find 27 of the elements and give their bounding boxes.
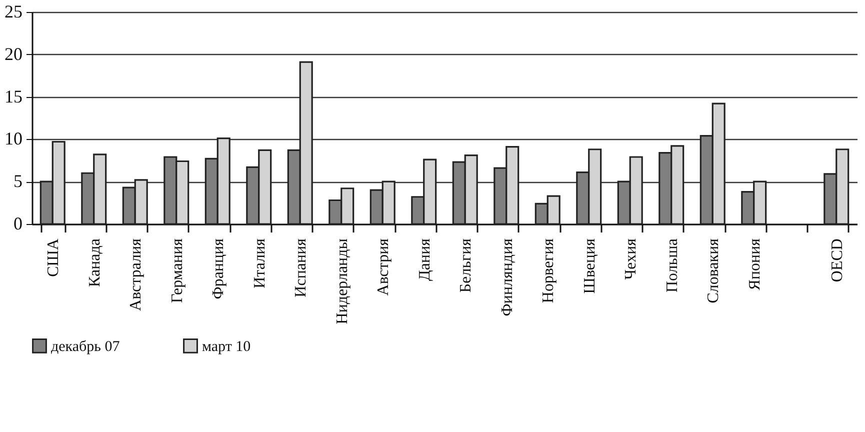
y-tick-label: 25 [4,2,22,22]
x-tick-label: Япония [746,238,764,290]
x-tick-label: Канада [86,238,104,287]
legend-label: март 10 [202,338,251,355]
y-tick-label: 15 [4,86,22,106]
x-tick-label: США [45,238,62,277]
x-tick-label: Словакия [705,238,722,304]
x-tick-label: Чехия [622,238,640,280]
x-tick-label: Германия [168,238,186,303]
x-tick-label: Франция [210,238,228,300]
x-tick-label: Бельгия [458,238,475,293]
x-tick-label: Нидерланды [334,238,351,324]
x-tick-label: Австрия [375,238,392,296]
y-tick-label: 5 [14,171,22,192]
x-tick-label: Дания [416,238,434,281]
legend-label: декабрь 07 [51,338,120,355]
y-tick-label: 0 [14,214,22,234]
x-tick-label: Австралия [128,238,145,311]
x-tick-label: Польша [664,238,681,293]
x-tick-label: Швеция [581,238,598,294]
y-tick-label: 10 [4,128,22,149]
y-tick-label: 20 [4,44,22,64]
x-tick-label: OECD [828,238,846,282]
x-tick-label: Испания [292,238,310,298]
x-tick-label: Норвегия [540,238,558,304]
x-tick-label: Финляндия [498,238,516,316]
x-tick-label: Италия [251,238,268,288]
